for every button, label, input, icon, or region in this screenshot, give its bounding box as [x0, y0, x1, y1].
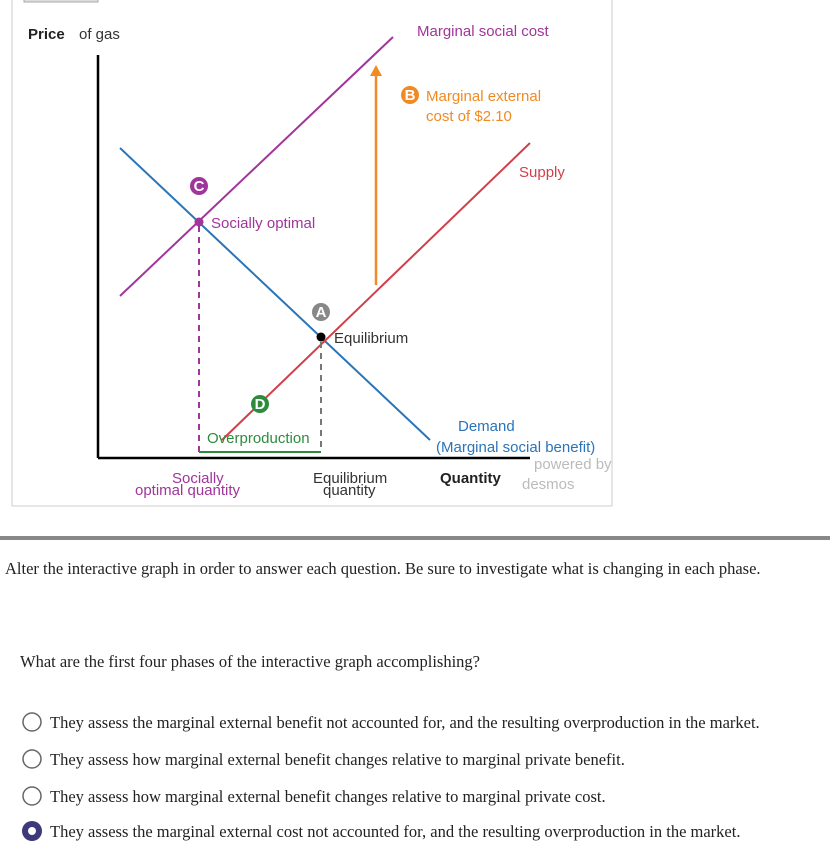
x-optimal-label: Socially: [172, 470, 224, 487]
equilibrium-label: Equilibrium: [334, 330, 408, 347]
radio[interactable]: [22, 786, 42, 806]
mec-label: cost of $2.10: [426, 108, 512, 125]
demand-line: [119, 147, 431, 441]
question: What are the first four phases of the in…: [20, 652, 480, 671]
optimal-point: [194, 217, 204, 227]
option[interactable]: They assess how marginal external benefi…: [22, 786, 606, 806]
marker-d: [251, 395, 269, 413]
option[interactable]: They assess the marginal external cost n…: [22, 821, 740, 841]
marker-a-label: A: [316, 304, 327, 321]
radio-dot: [28, 827, 36, 835]
y-label: of gas: [79, 26, 120, 43]
axes: [96, 55, 530, 460]
marker-c-label: C: [194, 178, 205, 195]
x-eq-label: Equilibrium: [313, 470, 387, 487]
marker-b: [401, 86, 419, 104]
supply-label: Supply: [519, 164, 565, 181]
msc-line: [119, 36, 394, 297]
option-text: They assess the marginal external cost n…: [50, 822, 740, 841]
marker-c: [190, 177, 208, 195]
option[interactable]: They assess how marginal external benefi…: [22, 749, 625, 769]
msc-label: Marginal social cost: [417, 23, 550, 40]
mec-label: Marginal external: [426, 88, 541, 105]
powered-by: powered by: [534, 456, 612, 473]
radio[interactable]: [22, 749, 42, 769]
graph-frame: [11, 0, 613, 507]
x-label: Quantity: [440, 470, 501, 487]
optimal-label: Socially optimal: [211, 215, 315, 232]
y-label-bold: Price: [28, 26, 65, 43]
option-text: They assess how marginal external benefi…: [50, 750, 625, 769]
marker-d-label: D: [255, 396, 266, 413]
x-optimal-label: optimal quantity: [135, 482, 241, 499]
arrow-head: [370, 65, 382, 76]
options: They assess the marginal external benefi…: [22, 712, 760, 841]
equilibrium-point: [316, 332, 326, 342]
option[interactable]: They assess the marginal external benefi…: [22, 712, 760, 732]
demand-label: (Marginal social benefit): [436, 439, 595, 456]
x-eq-label: quantity: [323, 482, 376, 499]
supply-line: [221, 142, 531, 441]
toolbar-stub: [23, 0, 99, 3]
marker-b-label: B: [405, 87, 416, 104]
instructions: Alter the interactive graph in order to …: [5, 559, 761, 578]
demand-label: Demand: [458, 418, 515, 435]
overproduction-label: Overproduction: [207, 430, 310, 447]
option-text: They assess the marginal external benefi…: [50, 713, 760, 732]
radio[interactable]: [22, 712, 42, 732]
option-text: They assess how marginal external benefi…: [50, 787, 606, 806]
marker-a: [312, 303, 330, 321]
desmos-logo: desmos: [522, 476, 575, 493]
separator: [0, 536, 830, 540]
